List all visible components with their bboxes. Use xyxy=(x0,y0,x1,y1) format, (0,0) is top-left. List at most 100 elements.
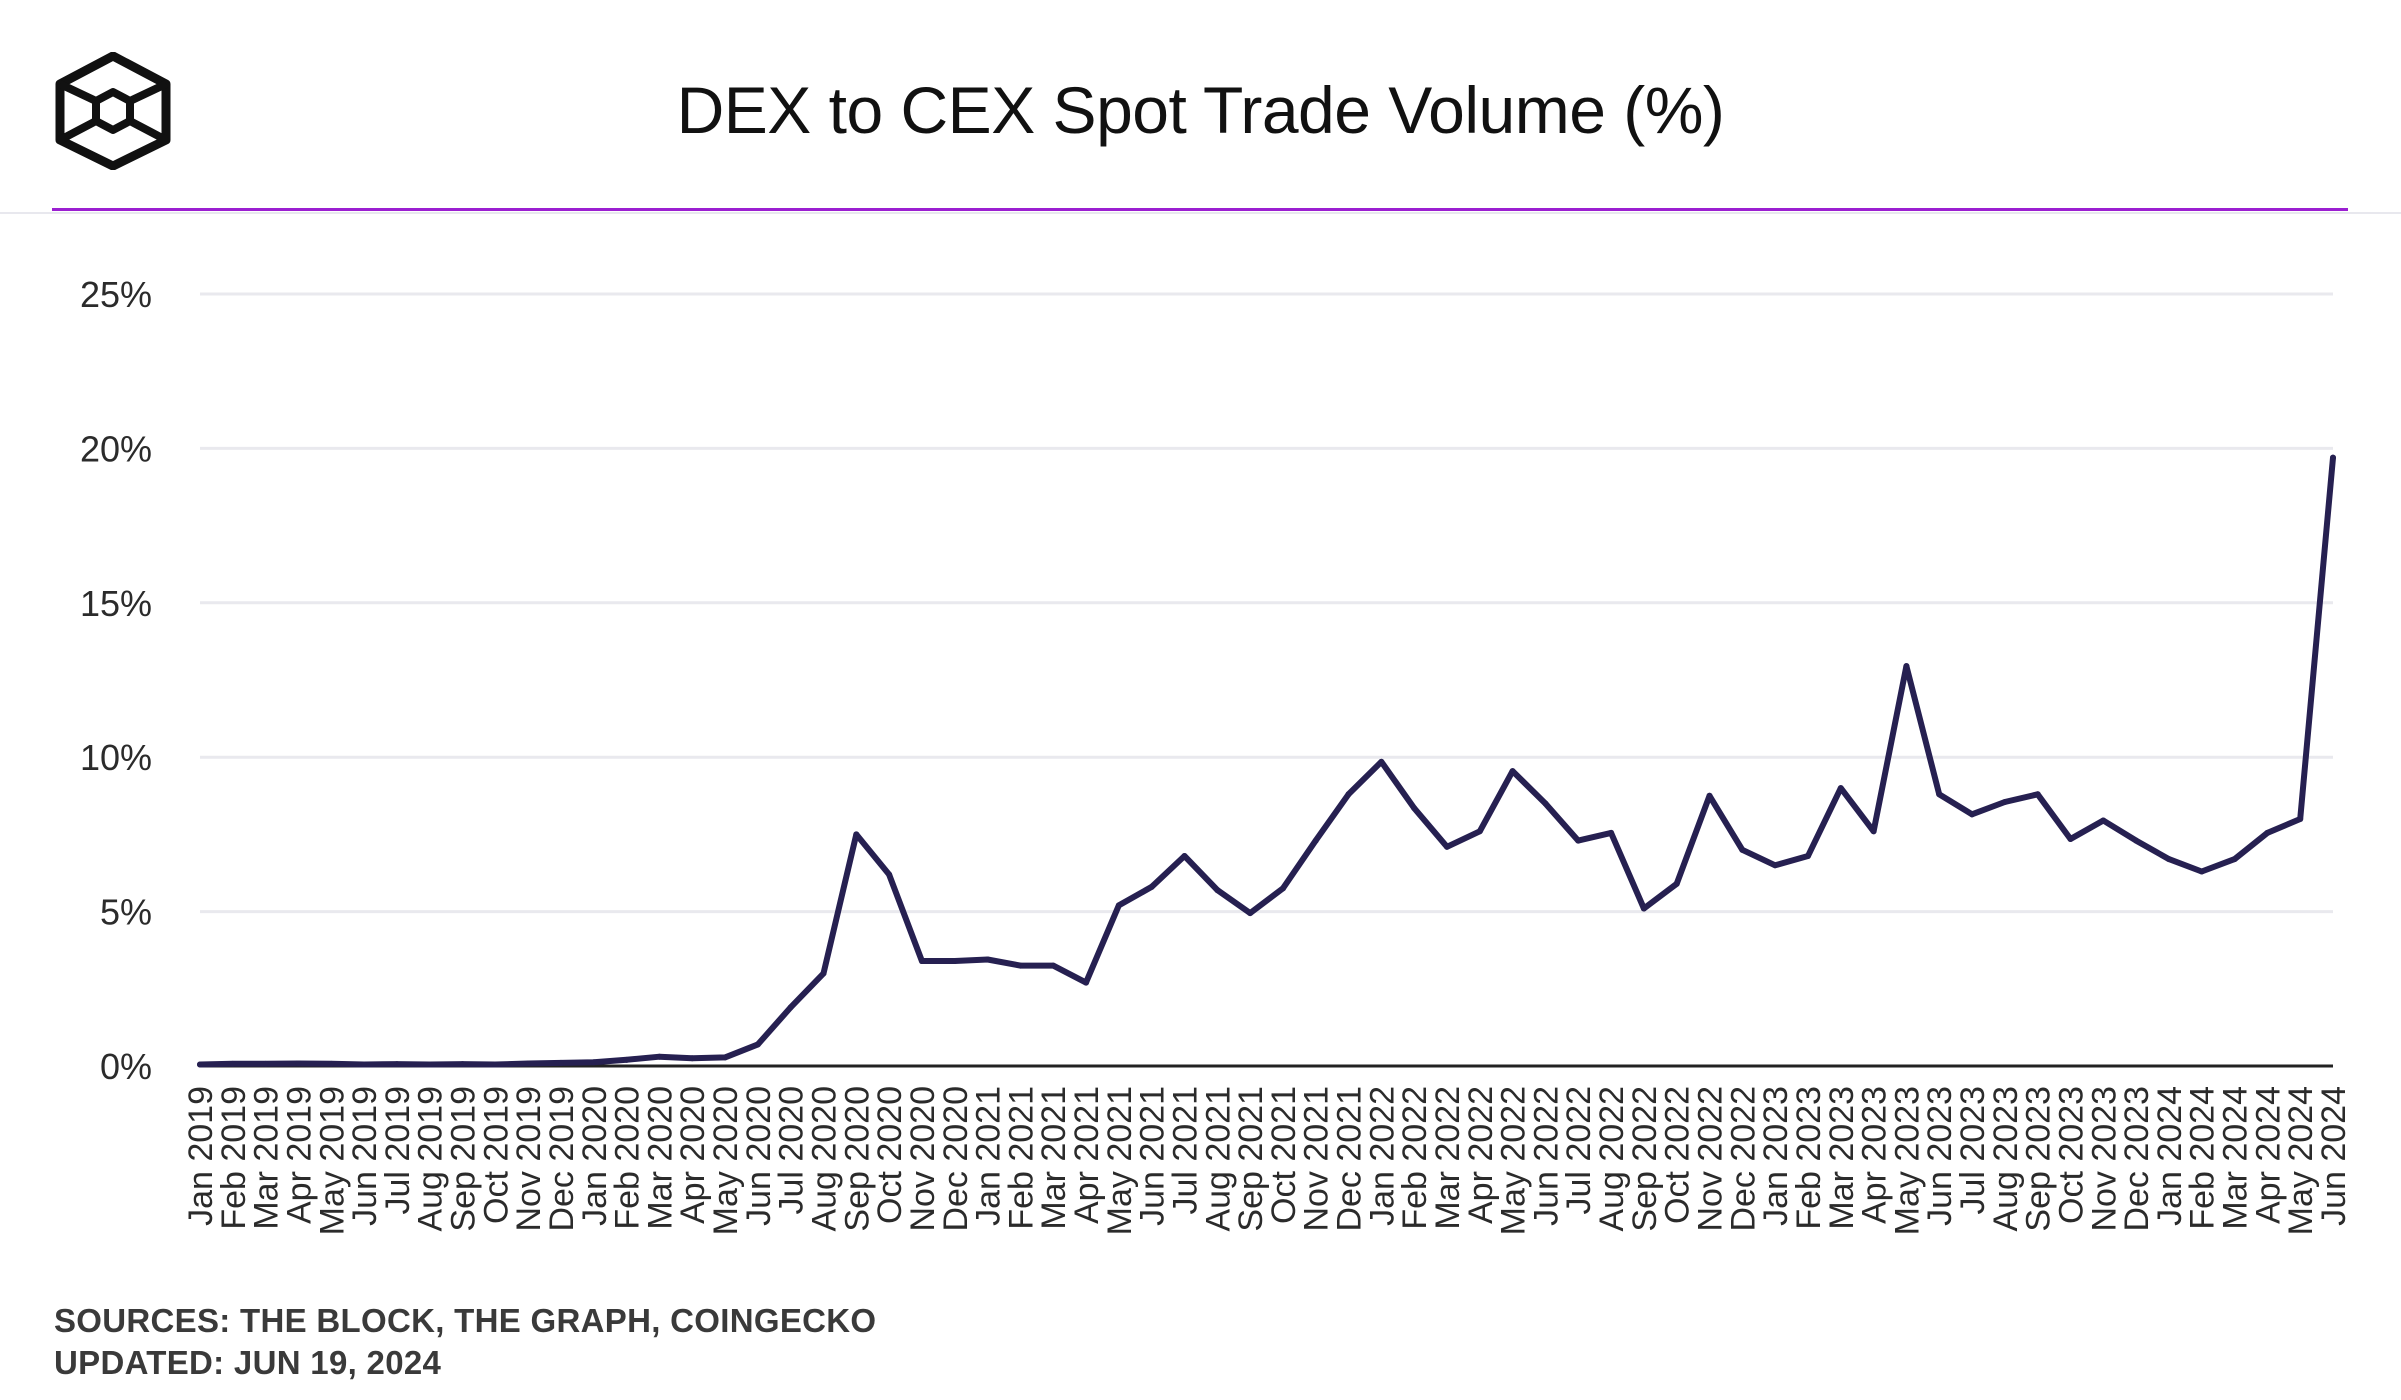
x-tick-label: Jan 2022 xyxy=(1363,1086,1401,1226)
x-tick-label: Sep 2022 xyxy=(1626,1086,1664,1232)
data-point xyxy=(1608,829,1615,836)
data-point xyxy=(951,958,958,965)
data-point xyxy=(1837,785,1844,792)
x-tick-label: Jun 2022 xyxy=(1527,1086,1565,1226)
x-tick-label: Jan 2020 xyxy=(576,1086,614,1226)
x-tick-label: Feb 2021 xyxy=(1002,1086,1040,1230)
data-point xyxy=(1870,828,1877,835)
x-tick-label: Mar 2023 xyxy=(1823,1086,1861,1230)
x-tick-label: Dec 2019 xyxy=(543,1086,581,1232)
x-tick-label: Oct 2022 xyxy=(1659,1086,1697,1224)
data-point xyxy=(525,1060,532,1067)
data-point xyxy=(623,1056,630,1063)
x-tick-label: Nov 2020 xyxy=(904,1086,942,1232)
x-tick-label: Nov 2022 xyxy=(1692,1086,1730,1232)
x-tick-label: Sep 2021 xyxy=(1232,1086,1270,1232)
data-point xyxy=(1083,979,1090,986)
data-point xyxy=(918,958,925,965)
data-point xyxy=(1115,902,1122,909)
x-tick-label: Sep 2020 xyxy=(838,1086,876,1232)
data-point xyxy=(1673,880,1680,887)
data-point xyxy=(197,1061,203,1068)
the-block-cube-logo-icon xyxy=(55,52,171,170)
data-point xyxy=(1509,768,1516,775)
x-tick-label: Feb 2024 xyxy=(2184,1086,2222,1230)
sources-note: SOURCES: THE BLOCK, THE GRAPH, COINGECKO xyxy=(54,1302,877,1339)
x-tick-label: Nov 2021 xyxy=(1298,1086,1336,1232)
header-accent-divider xyxy=(52,208,2348,211)
data-point xyxy=(229,1060,236,1067)
data-point xyxy=(1542,800,1549,807)
data-point xyxy=(1247,910,1254,917)
data-point xyxy=(2198,868,2205,875)
y-tick-label: 15% xyxy=(80,583,152,624)
x-tick-label: Jul 2020 xyxy=(773,1086,811,1215)
x-tick-label: May 2024 xyxy=(2282,1086,2320,1235)
y-tick-label: 5% xyxy=(100,892,152,933)
x-tick-label: Jul 2023 xyxy=(1954,1086,1992,1215)
x-tick-label: May 2023 xyxy=(1888,1086,1926,1235)
y-tick-label: 10% xyxy=(80,737,152,778)
data-point xyxy=(754,1041,761,1048)
data-point xyxy=(1936,791,1943,798)
data-point xyxy=(2034,791,2041,798)
data-point xyxy=(1476,828,1483,835)
x-tick-label: Feb 2019 xyxy=(215,1086,253,1230)
data-point xyxy=(689,1055,696,1062)
data-point xyxy=(2165,856,2172,863)
x-tick-label: Apr 2021 xyxy=(1068,1086,1106,1224)
data-point xyxy=(2067,836,2074,843)
x-tick-label: Feb 2022 xyxy=(1396,1086,1434,1230)
data-point xyxy=(1345,791,1352,798)
data-point xyxy=(722,1054,729,1061)
x-tick-label: Oct 2023 xyxy=(2052,1086,2090,1224)
data-point xyxy=(393,1061,400,1068)
x-tick-label: Apr 2020 xyxy=(674,1086,712,1224)
x-tick-label: Aug 2020 xyxy=(805,1086,843,1232)
data-point xyxy=(1050,962,1057,969)
data-point xyxy=(262,1060,269,1067)
data-point xyxy=(1903,663,1910,670)
data-point xyxy=(2100,817,2107,824)
data-point xyxy=(787,1004,794,1011)
x-tick-label: Dec 2022 xyxy=(1724,1086,1762,1232)
x-tick-label: Dec 2020 xyxy=(937,1086,975,1232)
x-tick-label: Dec 2023 xyxy=(2118,1086,2156,1232)
data-point xyxy=(295,1060,302,1067)
x-tick-label: May 2022 xyxy=(1495,1086,1533,1235)
x-tick-label: Aug 2022 xyxy=(1593,1086,1631,1232)
data-point xyxy=(886,871,893,878)
x-tick-label: Jan 2021 xyxy=(970,1086,1008,1226)
x-tick-label: Oct 2019 xyxy=(477,1086,515,1224)
x-tick-label: May 2019 xyxy=(313,1086,351,1235)
data-point xyxy=(1148,883,1155,890)
data-point xyxy=(1181,853,1188,860)
data-point xyxy=(2231,856,2238,863)
data-point xyxy=(492,1061,499,1068)
x-tick-label: Jun 2024 xyxy=(2315,1086,2353,1226)
x-tick-label: Aug 2019 xyxy=(412,1086,450,1232)
chart-header: DEX to CEX Spot Trade Volume (%) xyxy=(0,0,2401,214)
data-point xyxy=(1640,905,1647,912)
data-point xyxy=(459,1061,466,1068)
data-point xyxy=(1378,758,1385,765)
x-tick-label: Apr 2019 xyxy=(280,1086,318,1224)
x-tick-label: Aug 2021 xyxy=(1199,1086,1237,1232)
x-tick-label: Jul 2021 xyxy=(1166,1086,1204,1215)
data-point xyxy=(1969,811,1976,818)
x-tick-label: Mar 2022 xyxy=(1429,1086,1467,1230)
x-tick-label: Jul 2022 xyxy=(1560,1086,1598,1215)
data-point xyxy=(590,1059,597,1066)
data-point xyxy=(1017,962,1024,969)
x-tick-label: Jun 2020 xyxy=(740,1086,778,1226)
data-point xyxy=(2264,829,2271,836)
data-point xyxy=(2330,454,2336,461)
x-tick-label: Jul 2019 xyxy=(379,1086,417,1215)
x-tick-label: Nov 2023 xyxy=(2085,1086,2123,1232)
x-tick-label: Jun 2019 xyxy=(346,1086,384,1226)
data-point xyxy=(1739,846,1746,853)
chart-title: DEX to CEX Spot Trade Volume (%) xyxy=(676,73,1725,147)
x-tick-label: Jun 2021 xyxy=(1134,1086,1172,1226)
x-tick-label: Mar 2021 xyxy=(1035,1086,1073,1230)
